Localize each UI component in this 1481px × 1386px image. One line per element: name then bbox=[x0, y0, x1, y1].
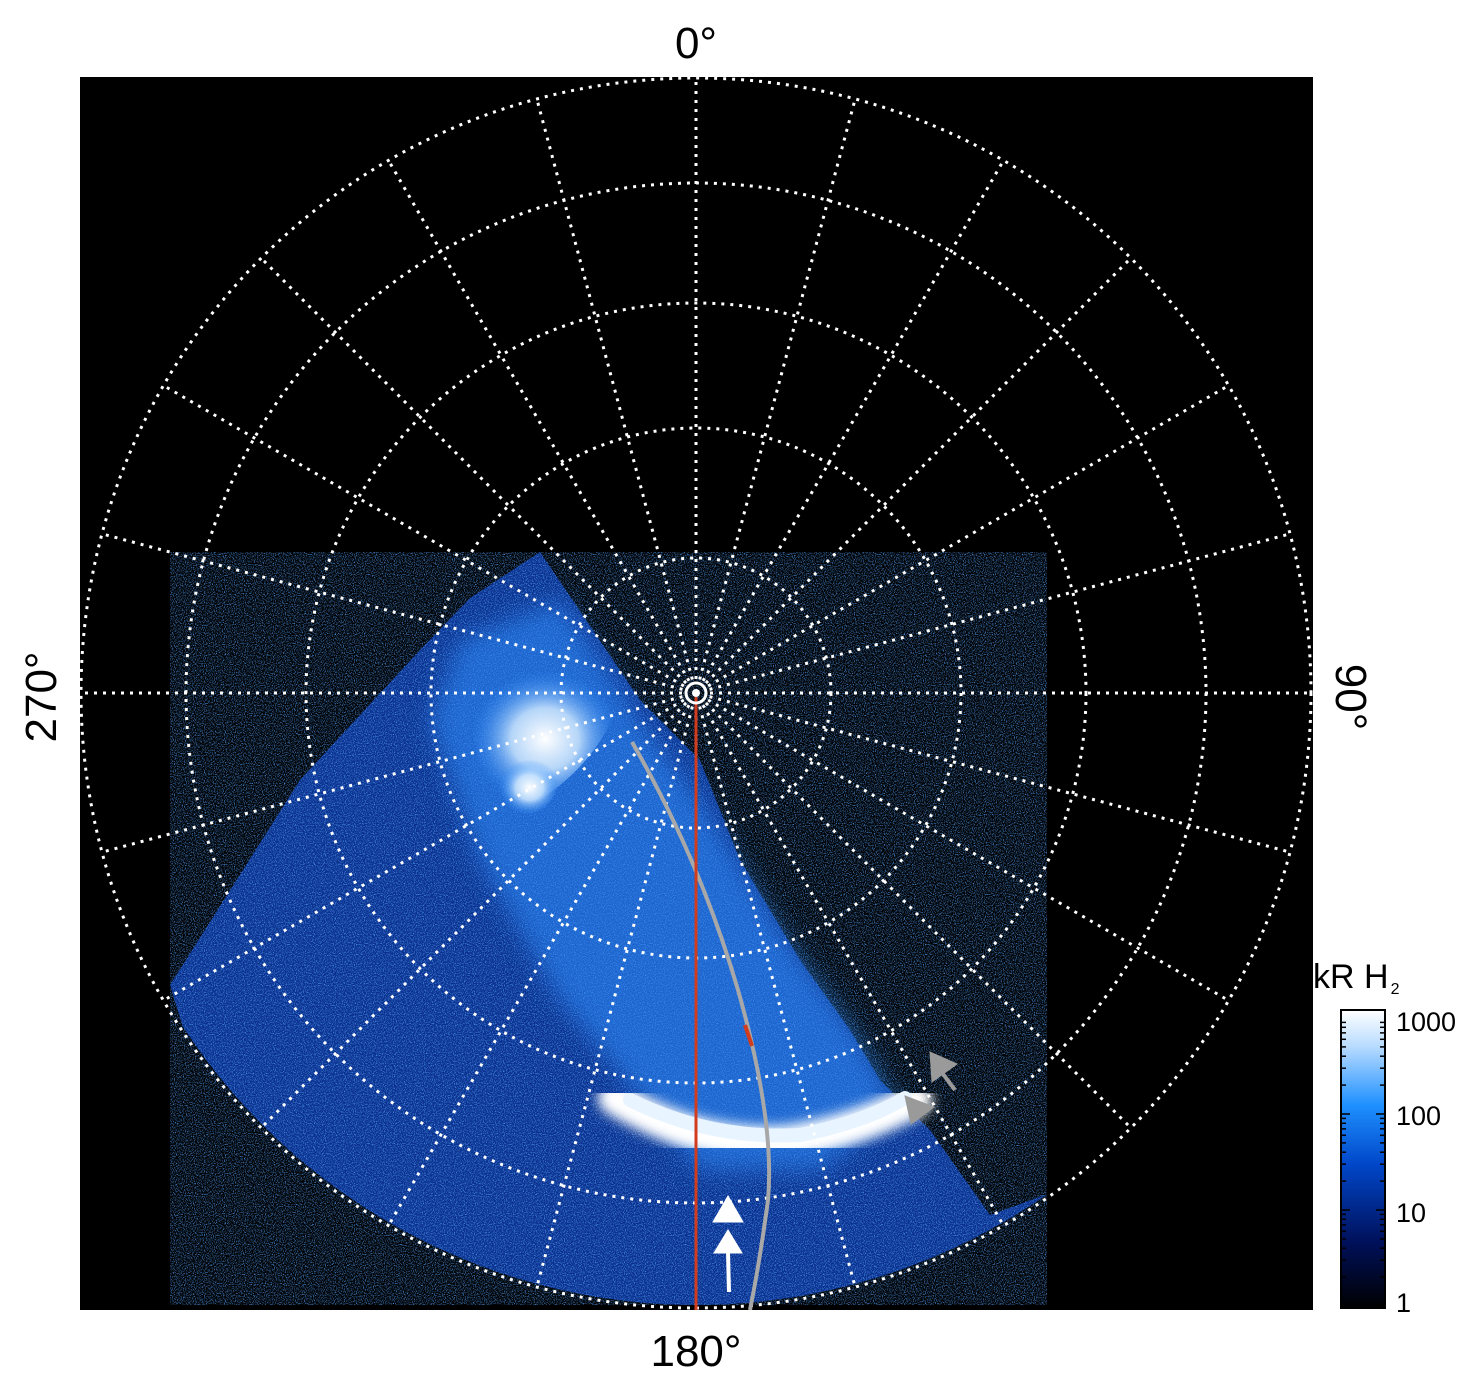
colorbar-tick-100: 100 bbox=[1396, 1101, 1441, 1131]
auroral-emission-region bbox=[170, 552, 1047, 1305]
colorbar-gradient bbox=[1340, 1009, 1386, 1309]
colorbar-tick-1000: 1000 bbox=[1396, 1007, 1456, 1037]
red-track-segment bbox=[743, 1024, 754, 1047]
gray-arrow-lower bbox=[904, 1095, 936, 1125]
colorbar-tick-10: 10 bbox=[1396, 1198, 1426, 1228]
gray-track-line bbox=[630, 741, 772, 1310]
angle-label-270: 270° bbox=[17, 651, 66, 742]
angle-label-90: 90° bbox=[1326, 664, 1375, 731]
angle-label-0: 0° bbox=[675, 19, 717, 68]
white-arrow-upper bbox=[712, 1194, 744, 1223]
colorbar-tick-1: 1 bbox=[1396, 1288, 1411, 1318]
white-arrow-lower bbox=[713, 1229, 743, 1293]
pole-marker bbox=[684, 681, 708, 705]
gray-arrow-upper bbox=[929, 1051, 958, 1092]
angle-label-180: 180° bbox=[650, 1327, 741, 1376]
